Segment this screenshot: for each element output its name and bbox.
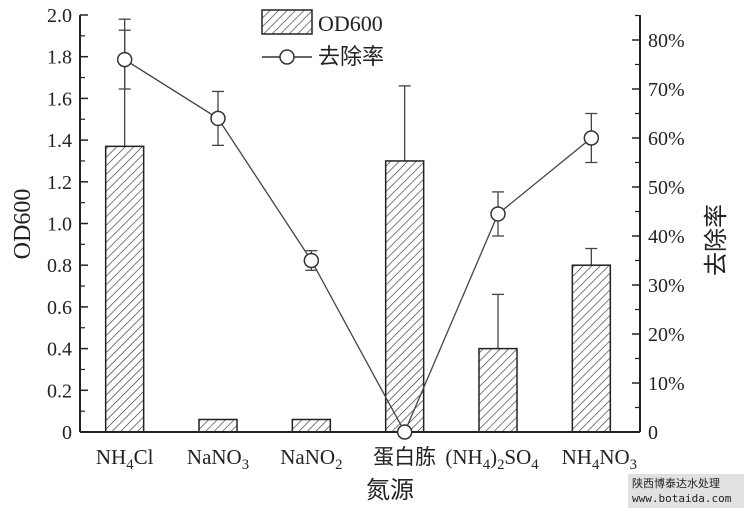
x-tick-label: NaNO3 bbox=[187, 445, 249, 473]
legend-label-removal: 去除率 bbox=[318, 44, 384, 69]
x-tick-label: (NH4)2SO4 bbox=[445, 445, 539, 473]
y-tick-label-left: 1.4 bbox=[47, 130, 72, 152]
legend: OD600 去除率 bbox=[261, 9, 384, 69]
y-tick-label-right: 80% bbox=[648, 30, 685, 52]
bar bbox=[104, 145, 145, 433]
line-point bbox=[583, 130, 600, 146]
y-tick-label-left: 1.0 bbox=[47, 214, 72, 236]
y-tick-label-left: 0 bbox=[62, 422, 72, 444]
x-tick-label: NH4Cl bbox=[96, 445, 154, 473]
line-point bbox=[396, 424, 413, 440]
x-tick-label: NH4NO3 bbox=[562, 445, 637, 473]
x-tick-label: NaNO2 bbox=[280, 445, 342, 473]
line-series bbox=[124, 59, 592, 434]
y-tick-label-left: 0.2 bbox=[47, 380, 72, 402]
y-tick-label-left: 0.6 bbox=[47, 297, 72, 319]
y-tick-label-left: 1.6 bbox=[47, 88, 72, 110]
y-tick-label-right: 10% bbox=[648, 373, 685, 395]
y-tick-label-right: 20% bbox=[648, 324, 685, 346]
y-tick-label-right: 70% bbox=[648, 79, 685, 101]
line-point bbox=[303, 252, 320, 269]
bar bbox=[198, 418, 238, 433]
y-tick-label-right: 0 bbox=[648, 422, 658, 444]
watermark-line1: 陕西博泰达水处理 bbox=[632, 477, 720, 490]
y-tick-label-left: 1.8 bbox=[47, 47, 72, 69]
y-tick-label-right: 50% bbox=[648, 177, 685, 199]
bar bbox=[291, 418, 332, 433]
y-axis-label-left: OD600 bbox=[10, 189, 36, 260]
watermark: 陕西博泰达水处理 www.botaida.com bbox=[628, 474, 744, 508]
bar bbox=[571, 264, 612, 433]
legend-line-marker bbox=[279, 49, 295, 65]
watermark-line2: www.botaida.com bbox=[632, 492, 732, 505]
x-tick-label: 蛋白胨 bbox=[373, 445, 436, 469]
y-tick-label-left: 0.4 bbox=[47, 339, 72, 361]
y-tick-label-right: 60% bbox=[648, 128, 685, 150]
legend-bar-swatch bbox=[261, 9, 313, 35]
y-tick-label-right: 30% bbox=[648, 275, 685, 297]
y-axis-label-right: 去除率 bbox=[703, 204, 730, 276]
line-point bbox=[116, 51, 133, 68]
x-axis-label: 氮源 bbox=[366, 477, 414, 504]
y-tick-label-left: 0.8 bbox=[47, 255, 72, 277]
bar bbox=[478, 347, 518, 433]
y-tick-label-left: 1.2 bbox=[47, 172, 72, 194]
bar bbox=[384, 160, 425, 433]
line-point bbox=[210, 110, 226, 127]
line-point bbox=[490, 206, 506, 222]
legend-label-od600: OD600 bbox=[318, 11, 383, 36]
y-tick-label-right: 40% bbox=[648, 226, 685, 248]
y-tick-label-left: 2.0 bbox=[47, 5, 72, 27]
